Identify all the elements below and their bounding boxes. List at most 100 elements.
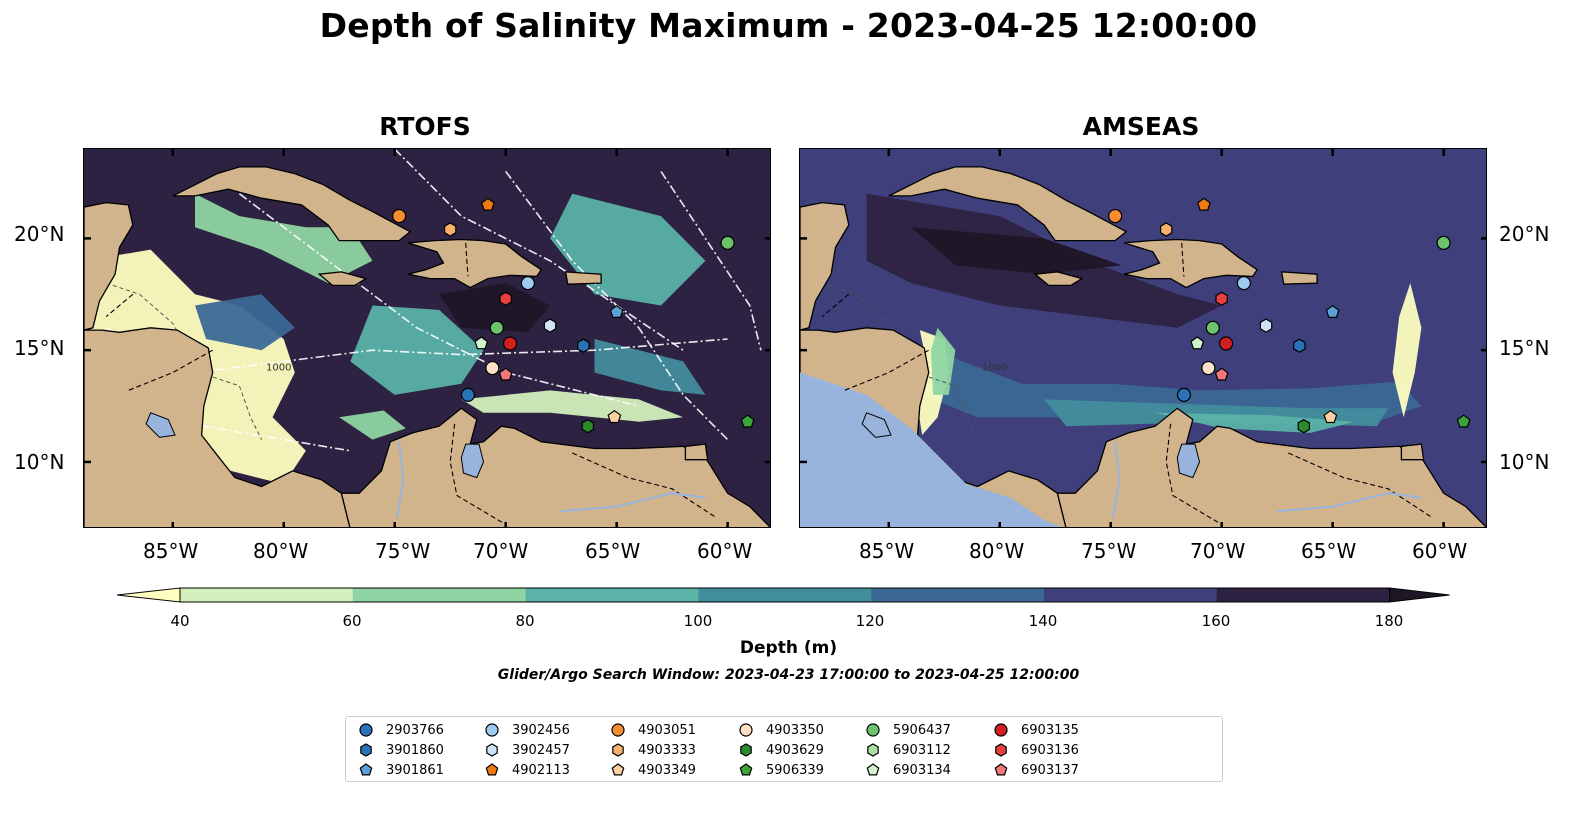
float-marker-3901861	[609, 304, 624, 318]
legend-label: 6903135	[1021, 722, 1079, 738]
legend-marker-pentagon	[994, 763, 1008, 776]
float-marker-4903629	[1297, 419, 1310, 434]
legend-marker-circle	[866, 723, 880, 737]
legend-marker-pentagon	[611, 763, 625, 776]
float-marker-4903349	[1323, 409, 1338, 424]
lon-label-80w: 80°W	[969, 539, 1025, 563]
float-marker-6903137	[498, 367, 513, 381]
search-window-text: Glider/Argo Search Window: 2023-04-23 17…	[497, 667, 1080, 683]
float-marker-4902113	[1196, 197, 1211, 211]
float-marker-5906437	[1436, 235, 1451, 250]
float-marker-3902456	[1236, 276, 1251, 291]
legend-marker-hexagon	[995, 743, 1007, 757]
legend-marker-pentagon	[485, 763, 499, 776]
lon-label-85w: 85°W	[859, 539, 915, 563]
float-marker-5906437	[720, 235, 735, 250]
legend-label: 3902457	[512, 742, 570, 758]
legend-marker-pentagon	[359, 763, 373, 776]
float-marker-2903766	[1176, 387, 1192, 402]
legend-item-6903137: 6903137	[993, 761, 1079, 779]
legend-marker-circle	[611, 723, 625, 737]
lon-label-60w: 60°W	[697, 539, 753, 563]
float-marker-3902457	[1259, 318, 1273, 333]
lon-label-75w: 75°W	[1081, 539, 1137, 563]
legend-item-4903051: 4903051	[610, 721, 696, 739]
lon-label-70w: 70°W	[473, 539, 529, 563]
map-panel-rtofs: 1000	[83, 148, 771, 528]
colorbar-tick: 160	[1201, 612, 1231, 630]
colorbar	[116, 585, 1453, 609]
rtofs-map-svg: 1000	[84, 149, 770, 527]
float-marker-5906437b	[489, 320, 504, 335]
colorbar-svg	[116, 587, 1450, 603]
lon-label-60w: 60°W	[1412, 539, 1468, 563]
lat-label-20n-left: 20°N	[14, 222, 65, 246]
legend-marker-hexagon	[612, 743, 624, 757]
legend-item-6903134: 6903134	[865, 761, 951, 779]
panel-title-amseas: AMSEAS	[1082, 112, 1200, 141]
lon-label-80w: 80°W	[253, 539, 309, 563]
legend-label: 6903134	[893, 762, 951, 778]
lon-label-65w: 65°W	[585, 539, 641, 563]
amseas-map-svg: 1000	[800, 149, 1486, 527]
colorbar-segment	[180, 588, 354, 602]
colorbar-tick: 60	[342, 612, 362, 630]
float-marker-6903135	[503, 336, 518, 351]
float-marker-4903051	[392, 208, 407, 224]
lon-label-85w: 85°W	[143, 539, 199, 563]
figure-title: Depth of Salinity Maximum - 2023-04-25 1…	[319, 6, 1258, 45]
legend-item-4903350: 4903350	[738, 721, 824, 739]
legend-marker-hexagon	[486, 743, 498, 757]
colorbar-segment	[525, 588, 699, 602]
colorbar-segment	[1216, 588, 1391, 602]
map-panel-amseas: 1000	[799, 148, 1487, 528]
legend-label: 3902456	[512, 722, 570, 738]
legend-marker-pentagon	[739, 763, 753, 776]
colorbar-extend-high	[1389, 587, 1450, 603]
float-marker-4903350	[485, 360, 500, 376]
legend-marker-hexagon	[740, 743, 752, 757]
svg-text:1000: 1000	[982, 362, 1007, 373]
legend-item-3901861: 3901861	[358, 761, 444, 779]
legend-item-5906437: 5906437	[865, 721, 951, 739]
colorbar-segment	[1044, 588, 1218, 602]
legend-label: 4903349	[638, 762, 696, 778]
legend-item-6903135: 6903135	[993, 721, 1079, 739]
colorbar-label: Depth (m)	[739, 638, 838, 658]
colorbar-tick: 180	[1374, 612, 1404, 630]
float-marker-2903766	[460, 387, 476, 402]
float-marker-3901860	[577, 338, 590, 353]
float-marker-6903134	[474, 336, 489, 350]
svg-text:1000: 1000	[266, 362, 291, 373]
float-marker-4903629	[581, 419, 594, 434]
float-marker-6903136	[1215, 291, 1228, 306]
float-marker-3902457	[543, 318, 557, 333]
float-marker-4903350	[1201, 360, 1216, 376]
lat-label-15n-left: 15°N	[14, 336, 65, 360]
colorbar-tick: 140	[1028, 612, 1058, 630]
colorbar-segment	[871, 588, 1045, 602]
legend-item-2903766: 2903766	[358, 721, 444, 739]
legend-label: 5906437	[893, 722, 951, 738]
float-marker-5906339	[1456, 414, 1471, 428]
float-legend: 2903766 3901860 3901861 3902456 3902457 49021…	[345, 716, 1223, 782]
legend-label: 4903350	[766, 722, 824, 738]
legend-marker-circle	[994, 723, 1008, 737]
float-marker-4903333	[1160, 222, 1173, 237]
legend-item-3901860: 3901860	[358, 741, 444, 759]
legend-label: 6903136	[1021, 742, 1079, 758]
colorbar-tick: 80	[515, 612, 535, 630]
legend-item-5906339: 5906339	[738, 761, 824, 779]
legend-label: 4903629	[766, 742, 824, 758]
legend-label: 2903766	[386, 722, 444, 738]
float-marker-6903136	[499, 291, 512, 306]
legend-item-6903112: 6903112	[865, 741, 951, 759]
lon-label-70w: 70°W	[1190, 539, 1246, 563]
colorbar-tick: 40	[170, 612, 190, 630]
legend-marker-circle	[485, 723, 499, 737]
float-marker-5906339	[740, 414, 755, 428]
float-marker-6903134	[1190, 336, 1205, 350]
panel-title-rtofs: RTOFS	[379, 112, 471, 141]
lat-label-10n-left: 10°N	[14, 450, 65, 474]
legend-label: 4903051	[638, 722, 696, 738]
